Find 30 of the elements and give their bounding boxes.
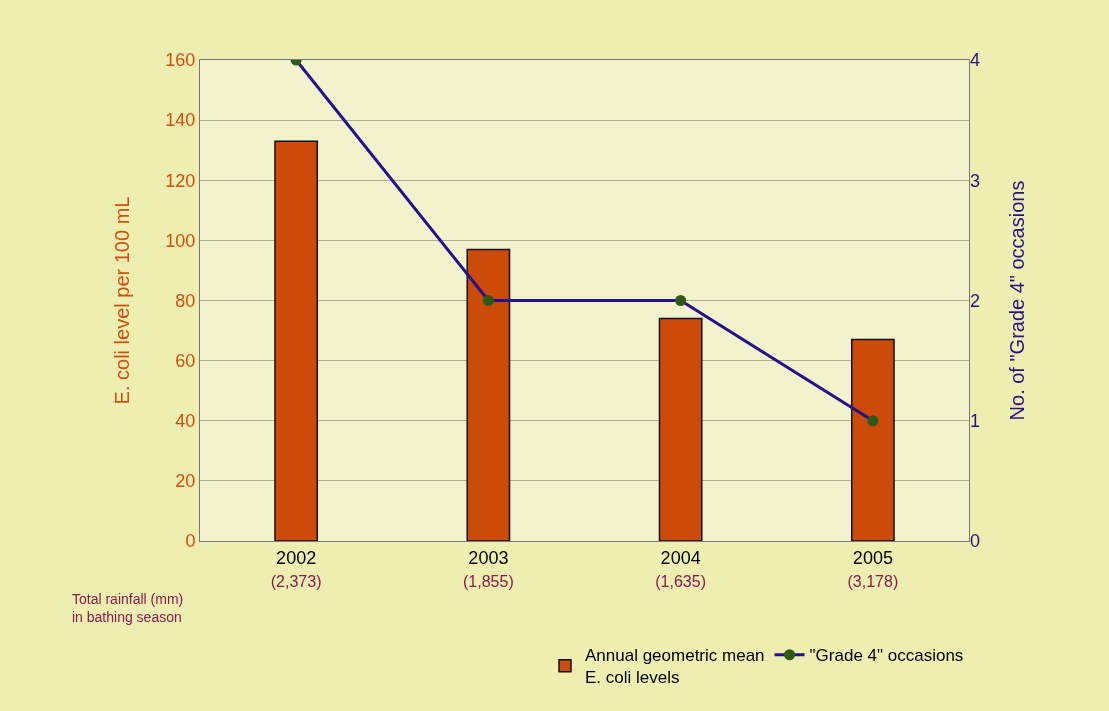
point	[482, 295, 494, 306]
y2-tick-label: 4	[970, 50, 981, 71]
y-tick-label: 0	[185, 531, 196, 552]
legend-label: "Grade 4" occasions	[809, 646, 964, 666]
text: Total rainfall (mm) in bathing season	[72, 591, 184, 626]
y-tick-label: 100	[165, 230, 196, 251]
bar	[850, 338, 895, 541]
y-tick-label: 80	[175, 290, 196, 311]
x-tick-label: 2005 (3,178)	[847, 547, 899, 590]
point	[867, 415, 879, 427]
y2-axis-title: No. of "Grade 4" occasions	[1005, 180, 1028, 421]
y-tick-label: 60	[175, 350, 196, 371]
y-tick-label: 160	[165, 50, 196, 71]
x-tick-label: 2003 (1,855)	[463, 547, 514, 590]
bar	[658, 317, 703, 541]
bar	[466, 248, 511, 541]
y2-tick-label: 1	[970, 411, 981, 432]
y-tick-label: 20	[175, 471, 196, 492]
y-tick-label: 140	[165, 110, 196, 131]
bar	[274, 140, 319, 541]
y-axis-title: E. coli level per 100 mL	[110, 196, 133, 405]
x-tick-label: 2004 (1,635)	[655, 547, 706, 590]
point	[675, 295, 687, 306]
y2-tick-label: 3	[970, 170, 981, 191]
y-tick-label: 120	[165, 170, 196, 191]
x-tick-label: 2002 (2,373)	[270, 547, 322, 590]
y2-tick-label: 2	[970, 290, 981, 311]
y2-tick-label: 0	[970, 531, 981, 552]
legend-label: Annual geometric mean E. coli levels	[585, 646, 765, 688]
y-tick-label: 40	[175, 411, 196, 432]
